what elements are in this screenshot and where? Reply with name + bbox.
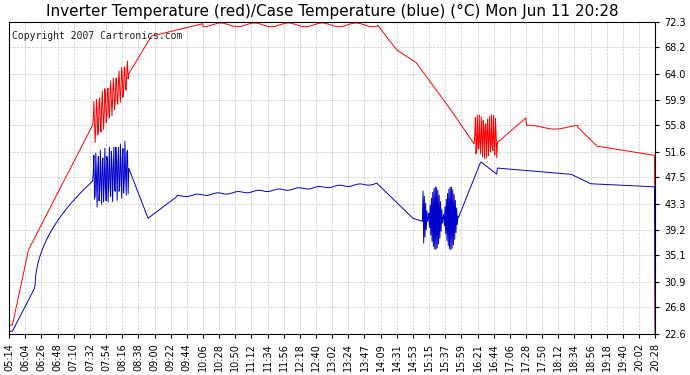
Title: Inverter Temperature (red)/Case Temperature (blue) (°C) Mon Jun 11 20:28: Inverter Temperature (red)/Case Temperat…: [46, 4, 618, 19]
Text: Copyright 2007 Cartronics.com: Copyright 2007 Cartronics.com: [12, 31, 183, 41]
